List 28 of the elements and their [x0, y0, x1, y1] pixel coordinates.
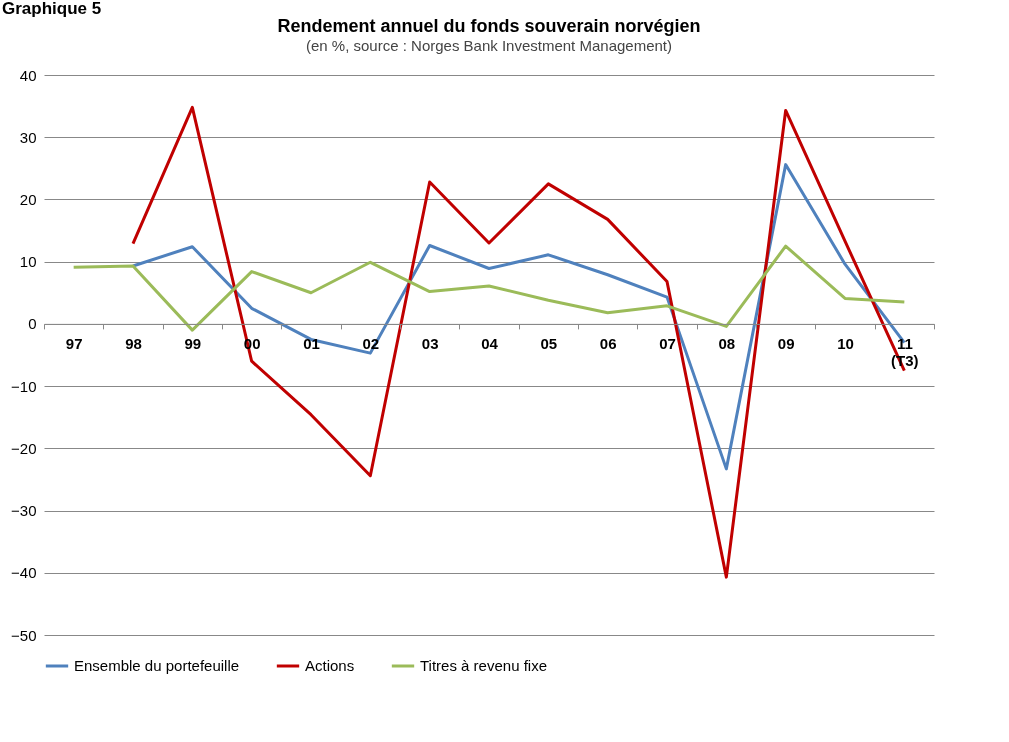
legend-label: Actions [305, 657, 355, 674]
x-tick-label: 06 [599, 335, 617, 353]
line-series [72, 244, 906, 332]
y-tick-label: 0 [28, 315, 37, 333]
x-tick-label: 10 [837, 335, 854, 353]
x-tick-label: 98 [125, 335, 142, 353]
x-tick-label: 09 [777, 335, 795, 353]
x-tick-label: 04 [481, 335, 499, 353]
x-tick-label: 99 [184, 335, 202, 353]
x-tick-label: 03 [421, 335, 439, 353]
text: Graphique 5 [2, 0, 102, 18]
legend-label: Titres à revenu fixe [420, 657, 547, 674]
chart-title: Rendement annuel du fonds souverain norvégien [277, 16, 701, 36]
y-tick-label: −10 [11, 377, 37, 395]
y-tick-label: −20 [11, 439, 37, 457]
y-tick-label: 20 [19, 190, 37, 208]
y-tick-label: 40 [19, 66, 37, 84]
y-tick-label: 30 [19, 128, 37, 146]
y-tick-label: −30 [11, 502, 37, 520]
x-tick-label: 05 [540, 335, 558, 353]
y-tick-label: −50 [11, 626, 37, 644]
x-tick-label: 97 [65, 335, 83, 353]
chart-subtitle: (en %, source : Norges Bank Investment Management) [305, 37, 673, 54]
x-tick-label: 08 [718, 335, 736, 353]
y-tick-label: 10 [19, 253, 37, 271]
x-tick-label: 07 [659, 335, 676, 353]
legend-label: Ensemble du portefeuille [74, 657, 240, 674]
y-tick-label: −40 [11, 564, 37, 582]
